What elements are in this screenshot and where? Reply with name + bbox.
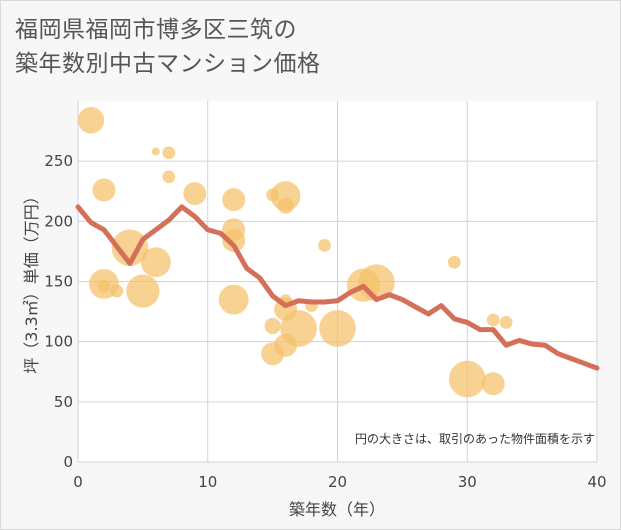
- x-tick-40: 40: [587, 473, 606, 491]
- x-axis-label: 築年数（年）: [289, 500, 385, 519]
- x-tick-10: 10: [198, 473, 217, 491]
- bubble-point-14: [222, 229, 246, 253]
- chart-title-line-2: 築年数別中古マンション価格: [15, 51, 321, 77]
- bubble-point-9: [162, 146, 176, 160]
- y-tick-50: 50: [54, 393, 73, 411]
- bubble-point-12: [222, 188, 246, 212]
- x-tick-0: 0: [73, 473, 83, 491]
- bubble-point-7: [140, 247, 171, 278]
- y-tick-200: 200: [44, 212, 73, 230]
- bubble-point-8: [151, 147, 160, 156]
- y-axis-label: 坪（3.3㎡）単価（万円）: [22, 188, 41, 373]
- bubble-point-10: [162, 170, 176, 184]
- bubble-point-6: [126, 274, 160, 308]
- bubble-point-32: [486, 313, 500, 327]
- trend-line: [75, 204, 600, 371]
- x-tick-30: 30: [458, 473, 477, 491]
- y-tick-0: 0: [63, 453, 73, 471]
- bubble-point-5: [111, 229, 149, 267]
- bubble-point-4: [110, 284, 124, 298]
- bubble-point-11: [183, 182, 207, 206]
- chart-title-line-1: 福岡県福岡市博多区三筑の: [15, 17, 297, 43]
- bubble-point-26: [318, 239, 331, 252]
- y-tick-250: 250: [44, 152, 73, 170]
- bubble-point-1: [92, 178, 116, 202]
- bubble-point-15: [218, 284, 249, 315]
- chart-title: 福岡県福岡市博多区三筑の 築年数別中古マンション価格: [15, 13, 321, 81]
- bubble-point-20: [277, 197, 294, 214]
- bubble-size-note: 円の大きさは、取引のあった物件面積を示す: [355, 431, 595, 446]
- bubble-point-30: [447, 255, 461, 269]
- bubble-point-0: [77, 107, 105, 134]
- bubble-point-24: [280, 310, 317, 347]
- bubble-point-3: [97, 279, 111, 293]
- bubble-series: [77, 107, 513, 398]
- y-tick-labels: 0 50 100 150 200 250: [44, 152, 73, 471]
- x-tick-20: 20: [328, 473, 347, 491]
- bubble-point-34: [499, 316, 513, 329]
- y-tick-150: 150: [44, 273, 73, 291]
- y-tick-100: 100: [44, 333, 73, 351]
- bubble-point-33: [481, 372, 505, 396]
- bubble-point-31: [448, 360, 486, 398]
- x-tick-labels: 0 10 20 30 40: [73, 473, 606, 491]
- bubble-point-27: [319, 310, 356, 347]
- bubble-point-17: [264, 317, 281, 335]
